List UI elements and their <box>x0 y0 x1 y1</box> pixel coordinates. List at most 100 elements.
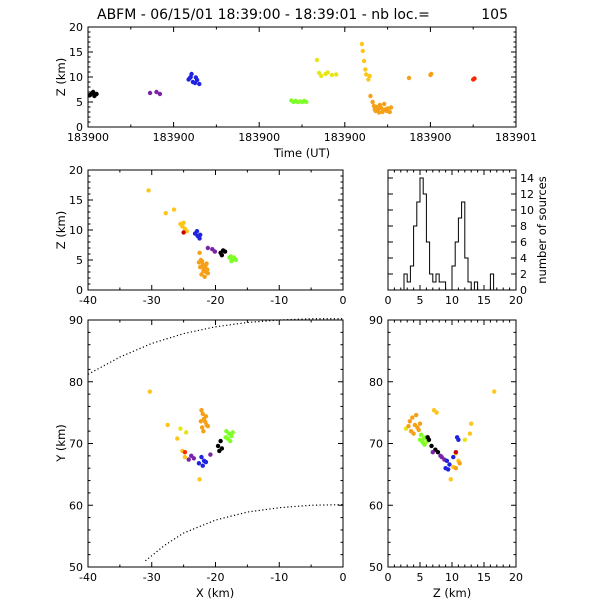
x-height-point <box>196 260 202 265</box>
plan-view-point <box>191 456 197 461</box>
time-height-point <box>429 71 434 77</box>
height-y-point <box>407 419 412 424</box>
x-height-point <box>181 230 186 235</box>
location-count: 105 <box>481 7 508 23</box>
height-y-point <box>425 435 430 440</box>
plan-view-point <box>198 419 204 424</box>
plan-view-ylabel: Y (km) <box>54 424 68 463</box>
hist-y-label: 10 <box>520 204 534 217</box>
time-height-frame <box>87 26 517 128</box>
time-axis-tick-label: 183900 <box>409 131 451 144</box>
x-axis-tick-label: 0 <box>340 571 347 584</box>
x-height-point <box>205 267 210 272</box>
height-y-point <box>406 424 411 429</box>
y-axis-tick-label: 70 <box>69 438 83 451</box>
height-y-point <box>448 477 453 482</box>
x-height-point <box>219 253 225 258</box>
time-height-panel: 183900 183900 183900 183900 183900 183901 0 5 10… <box>54 21 537 160</box>
time-height-point <box>370 99 375 105</box>
time-height-point <box>368 93 373 99</box>
height-y-point <box>416 427 421 433</box>
height-y-point <box>410 415 415 420</box>
x-axis-tick-label: -30 <box>143 294 161 307</box>
x-height-point <box>197 250 202 255</box>
time-height-point <box>366 77 371 82</box>
time-height-point <box>319 73 324 79</box>
x-axis-tick-label: -10 <box>270 571 288 584</box>
plan-view-point <box>165 422 170 428</box>
time-height-point <box>363 67 368 72</box>
time-height-ticks: 183900 183900 183900 183900 183900 183901 0 5 10… <box>67 21 537 144</box>
time-height-point <box>376 110 382 115</box>
z-axis-tick-label: 0 <box>76 121 83 134</box>
plan-view-point <box>182 454 188 460</box>
time-height-point <box>187 75 193 81</box>
x-height-point <box>198 265 203 270</box>
time-height-point <box>360 48 365 54</box>
plan-view-point <box>182 449 188 455</box>
plan-view-point <box>183 430 189 435</box>
height-y-ticks: 0 5 10 15 20 50 60 70 80 90 <box>369 314 523 584</box>
height-y-point <box>457 461 462 466</box>
y-axis-tick-label: 80 <box>369 376 383 389</box>
plan-view-point <box>147 389 153 394</box>
plan-view-point <box>223 435 228 440</box>
x-axis-tick-label: -10 <box>270 294 288 307</box>
z-axis-tick-label: 10 <box>69 71 83 84</box>
height-y-point <box>419 432 424 438</box>
z-axis-tick-label: 20 <box>509 571 523 584</box>
height-y-point <box>422 442 427 447</box>
z-axis-tick-label: 15 <box>69 46 83 59</box>
time-height-point <box>472 76 477 81</box>
hist-x-tick-label: 15 <box>477 294 491 307</box>
plan-view-point <box>200 411 205 417</box>
z-axis-tick-label: 15 <box>69 194 83 207</box>
plan-view-point <box>203 414 209 419</box>
plan-view-point <box>218 438 223 444</box>
x-height-point <box>229 259 234 264</box>
time-height-point <box>325 70 330 75</box>
time-axis-tick-label: 183901 <box>495 131 537 144</box>
time-height-point <box>334 72 339 77</box>
plan-view-point <box>230 430 235 435</box>
time-height-point <box>359 41 365 47</box>
height-y-points <box>403 389 497 482</box>
z-axis-tick-label: 20 <box>69 21 83 34</box>
time-height-point <box>154 89 159 95</box>
height-y-point <box>444 458 450 463</box>
hist-y-label: 0 <box>520 284 527 297</box>
y-axis-tick-label: 50 <box>369 561 383 574</box>
histogram-ylabel: number of sources <box>535 176 549 283</box>
x-height-point <box>228 254 233 259</box>
boundary-curve <box>144 504 344 562</box>
z-axis-tick-label: 5 <box>417 571 424 584</box>
time-height-point <box>388 105 394 110</box>
height-y-point <box>435 449 441 455</box>
z-axis-tick-label: 15 <box>477 571 491 584</box>
plan-view-point <box>205 424 211 429</box>
time-height-point <box>406 75 412 81</box>
time-height-point <box>193 75 199 80</box>
height-y-point <box>413 412 419 418</box>
plan-view-point <box>201 428 206 434</box>
plan-view-point <box>229 433 234 439</box>
plan-view-point <box>186 457 191 462</box>
x-height-point <box>212 249 218 254</box>
x-height-points <box>146 188 239 279</box>
x-axis-tick-label: -20 <box>207 294 225 307</box>
height-y-point <box>456 437 461 442</box>
y-axis-tick-label: 90 <box>69 314 83 327</box>
plan-view-point <box>227 438 233 444</box>
height-y-point <box>451 454 456 460</box>
plan-view-xlabel: X (km) <box>196 586 234 600</box>
time-axis-tick-label: 183900 <box>324 131 366 144</box>
z-axis-tick-label: 5 <box>76 96 83 109</box>
height-y-point <box>453 449 459 455</box>
height-y-point <box>445 467 451 472</box>
plan-view-panel: -40 -30 -20 -10 0 50 60 70 80 90 X (km) Y (km) <box>54 314 347 600</box>
x-height-point <box>233 257 239 263</box>
height-y-point <box>430 449 435 455</box>
plan-view-point <box>200 463 205 468</box>
